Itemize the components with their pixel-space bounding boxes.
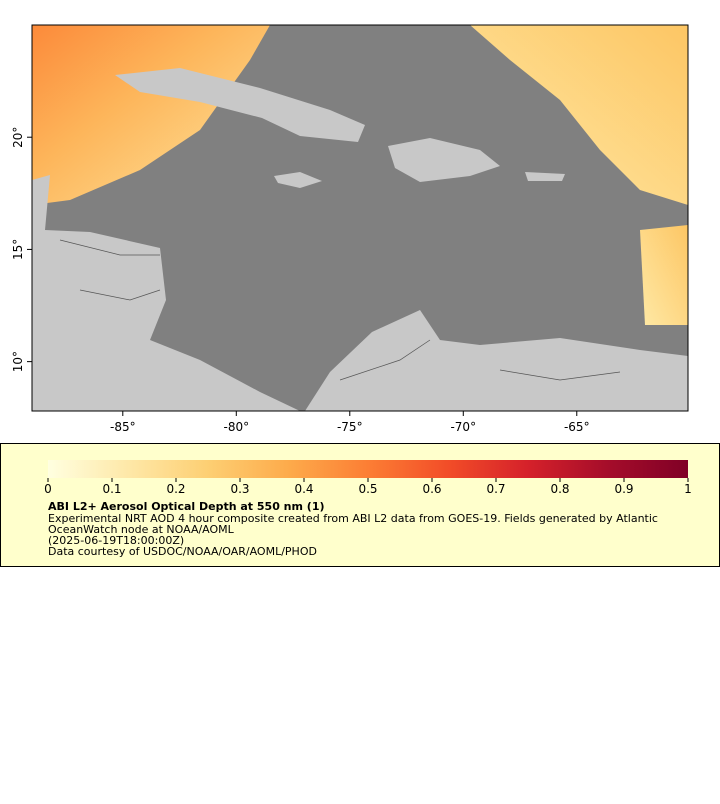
aerosol-patch bbox=[470, 25, 688, 205]
axes: -85° -80° -75° -70° -65° 10° 15° 20° bbox=[11, 127, 590, 434]
y-tick-label: 10° bbox=[11, 351, 25, 372]
x-tick-label: -70° bbox=[450, 420, 476, 434]
land-south-america bbox=[305, 310, 688, 411]
x-tick-label: -75° bbox=[337, 420, 363, 434]
legend-line: (2025-06-19T18:00:00Z) bbox=[48, 534, 184, 547]
colorbar-tick-label: 1 bbox=[684, 482, 692, 496]
colorbar-tick-label: 0.6 bbox=[422, 482, 441, 496]
colorbar: 0 0.1 0.2 0.3 0.4 0.5 0.6 0.7 0.8 0.9 1 bbox=[44, 460, 692, 496]
colorbar-tick-label: 0.4 bbox=[294, 482, 313, 496]
legend-line: OceanWatch node at NOAA/AOML bbox=[48, 523, 235, 536]
legend-title: ABI L2+ Aerosol Optical Depth at 550 nm … bbox=[48, 500, 325, 513]
colorbar-tick-label: 0.3 bbox=[230, 482, 249, 496]
aerosol-patch bbox=[32, 25, 270, 205]
colorbar-tick-label: 0.8 bbox=[550, 482, 569, 496]
x-tick-label: -80° bbox=[223, 420, 249, 434]
colorbar-tick-label: 0.7 bbox=[486, 482, 505, 496]
map-area bbox=[31, 24, 689, 412]
land-hispaniola bbox=[388, 138, 500, 182]
colorbar-tick-label: 0.9 bbox=[614, 482, 633, 496]
land-jamaica bbox=[274, 172, 322, 188]
colorbar-scale bbox=[48, 460, 688, 478]
legend-line: Data courtesy of USDOC/NOAA/OAR/AOML/PHO… bbox=[48, 545, 317, 558]
land-cuba bbox=[115, 68, 365, 142]
colorbar-tick-label: 0.5 bbox=[358, 482, 377, 496]
colorbar-tick-label: 0 bbox=[44, 482, 52, 496]
land-central-america bbox=[32, 175, 300, 411]
colorbar-tick-label: 0.2 bbox=[166, 482, 185, 496]
colorbar-tick-label: 0.1 bbox=[102, 482, 121, 496]
map-frame bbox=[31, 24, 689, 412]
x-tick-label: -85° bbox=[110, 420, 136, 434]
legend-line: Experimental NRT AOD 4 hour composite cr… bbox=[48, 512, 658, 525]
borders bbox=[59, 239, 621, 381]
land-puerto-rico bbox=[525, 172, 565, 181]
x-tick-label: -65° bbox=[564, 420, 590, 434]
y-tick-label: 15° bbox=[11, 239, 25, 260]
y-tick-label: 20° bbox=[11, 127, 25, 148]
aerosol-patch bbox=[640, 225, 688, 325]
